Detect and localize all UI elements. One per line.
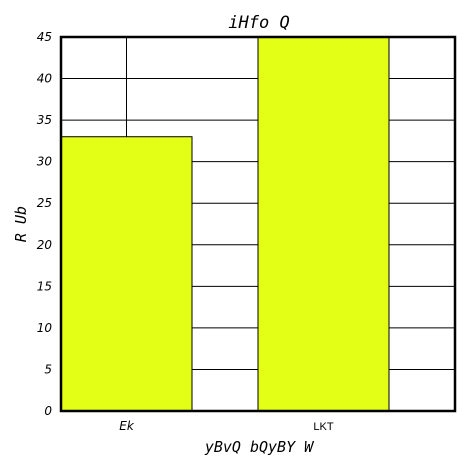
plot-frame bbox=[59, 35, 457, 413]
x-axis-ticks: Ek LKT bbox=[119, 419, 334, 433]
bars bbox=[60, 36, 390, 412]
chart-title: iHfo Q bbox=[228, 13, 289, 33]
y-tick-label: 40 bbox=[37, 72, 53, 86]
y-axis-ticks: 0 5 10 15 20 25 30 35 40 45 bbox=[37, 30, 53, 418]
y-tick-label: 30 bbox=[37, 155, 53, 169]
x-tick-label: Ek bbox=[119, 419, 135, 433]
bar-ek bbox=[60, 136, 193, 412]
x-axis-label: yBvQ bQyBY W bbox=[204, 438, 315, 456]
y-tick-label: 45 bbox=[37, 30, 52, 44]
y-tick-label: 15 bbox=[37, 279, 52, 293]
y-axis-label: R Ub bbox=[12, 206, 30, 242]
y-tick-label: 35 bbox=[37, 113, 52, 127]
y-tick-label: 5 bbox=[44, 362, 52, 376]
y-tick-label: 25 bbox=[37, 196, 52, 210]
bar-lkt bbox=[257, 36, 390, 412]
x-tick-label: LKT bbox=[313, 421, 333, 433]
y-tick-label: 20 bbox=[37, 238, 53, 252]
y-tick-label: 0 bbox=[44, 404, 52, 418]
y-tick-label: 10 bbox=[37, 321, 53, 335]
